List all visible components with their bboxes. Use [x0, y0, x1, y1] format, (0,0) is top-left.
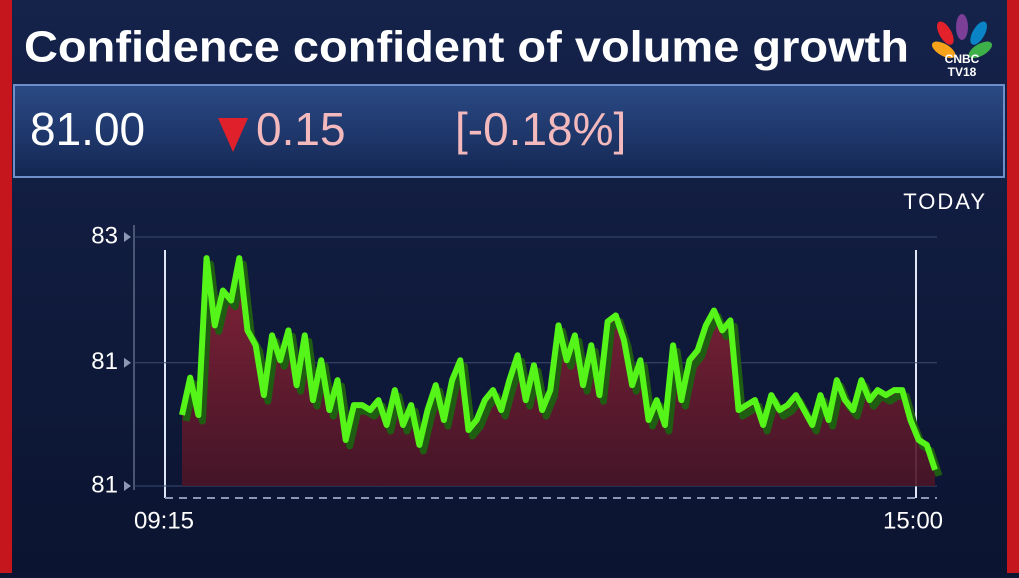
logo-text: CNBC — [945, 52, 980, 66]
logo: CNBC TV18 — [931, 14, 993, 79]
change-percent: [-0.18%] — [455, 103, 626, 155]
y-tick-label: 81 — [91, 471, 118, 498]
headline: Confidence confident of volume growth — [24, 23, 909, 72]
price: 81.00 — [30, 103, 145, 155]
change: 0.15 — [256, 103, 346, 155]
logo-text: TV18 — [948, 65, 977, 79]
tick-mark — [124, 232, 131, 242]
down-arrow — [218, 118, 248, 152]
period-label: TODAY — [903, 189, 987, 214]
line — [179, 255, 938, 471]
x-tick-label: 09:15 — [134, 507, 194, 534]
left-border — [0, 0, 12, 573]
tick-mark — [124, 357, 131, 368]
y-tick-label: 81 — [91, 348, 118, 375]
price-bar — [13, 84, 1005, 178]
y-tick-label: 83 — [91, 222, 118, 249]
x-tick-label: 15:00 — [883, 507, 943, 534]
tick-mark — [124, 481, 131, 491]
right-border — [1007, 0, 1019, 573]
